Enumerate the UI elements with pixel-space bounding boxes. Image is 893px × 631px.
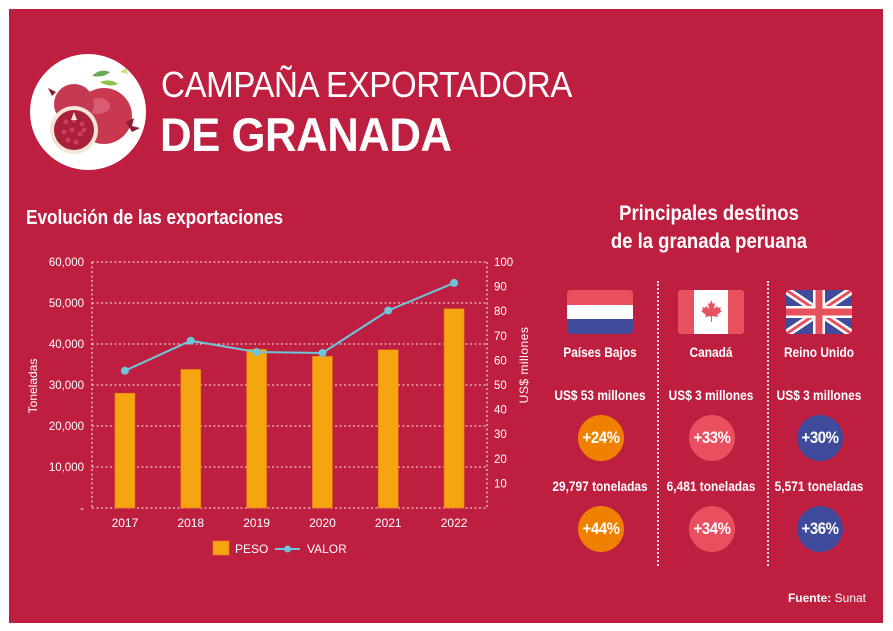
value-change: +33% — [693, 428, 731, 447]
value-text: US$ 3 millones — [776, 387, 862, 403]
volume-change-badge: +44% — [578, 506, 624, 552]
value-change-badge: +24% — [578, 415, 624, 461]
volume-change: +44% — [582, 519, 620, 538]
volume-change: +36% — [801, 519, 839, 538]
volume-text: 6,481 toneladas — [666, 478, 756, 494]
value-text: US$ 53 millones — [554, 387, 646, 403]
page-title-line1: CAMPAÑA EXPORTADORA — [161, 64, 572, 105]
volume-text: 5,571 toneladas — [774, 478, 864, 494]
volume-change-badge: +34% — [689, 506, 735, 552]
volume-text: 29,797 toneladas — [552, 478, 648, 494]
country-name: Reino Unido — [783, 344, 855, 360]
volume-change: +34% — [693, 519, 731, 538]
destinations-title-line2: de la granada peruana — [610, 230, 808, 253]
source-note: Fuente: Sunat — [788, 591, 866, 605]
netherlands-flag-icon — [567, 290, 633, 334]
page-title-line2: DE GRANADA — [160, 108, 452, 161]
source-value: Sunat — [834, 591, 866, 605]
value-text: US$ 3 millones — [668, 387, 754, 403]
value-change: +24% — [582, 428, 620, 447]
source-label: Fuente: — [787, 591, 832, 605]
pomegranate-icon — [30, 54, 146, 170]
volume-change-badge: +36% — [797, 506, 843, 552]
country-name: Países Bajos — [563, 344, 637, 360]
chart-title: Evolución de las exportaciones — [26, 207, 284, 229]
country-name: Canadá — [689, 344, 733, 360]
value-change-badge: +30% — [797, 415, 843, 461]
destinations-title-line1: Principales destinos — [619, 202, 799, 225]
destinations-title: Principales destinos de la granada perua… — [591, 200, 827, 256]
column-divider — [767, 281, 769, 566]
value-change: +30% — [801, 428, 839, 447]
uk-flag-icon — [786, 290, 852, 334]
column-divider — [657, 281, 659, 566]
canada-flag-icon — [678, 290, 744, 334]
value-change-badge: +33% — [689, 415, 735, 461]
